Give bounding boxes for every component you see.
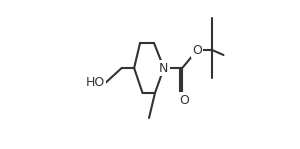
Text: N: N: [159, 62, 169, 74]
Text: HO: HO: [85, 76, 105, 90]
Text: O: O: [179, 94, 189, 107]
Text: O: O: [192, 44, 202, 56]
